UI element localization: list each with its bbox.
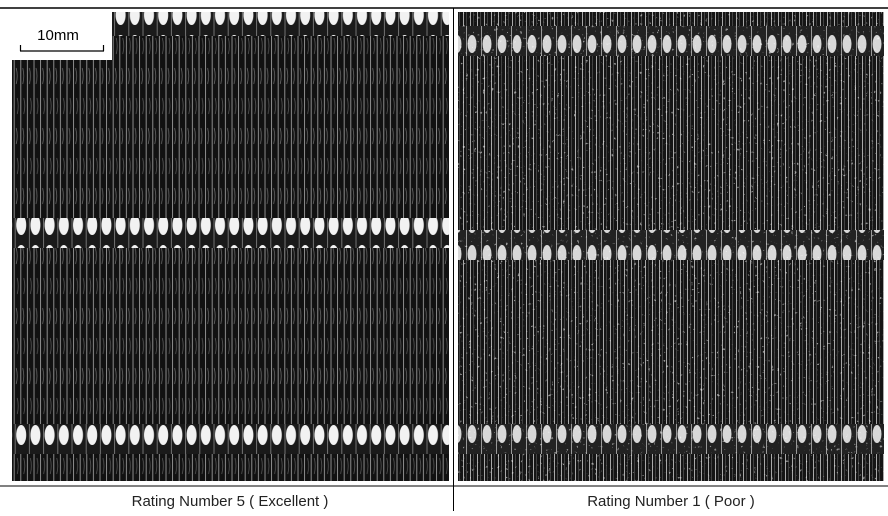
scale-label: 10mm	[37, 27, 79, 44]
scale-bar: 10mm	[12, 12, 112, 60]
photo-excellent	[12, 12, 449, 481]
caption: Rating Number 1 ( Poor )	[587, 493, 755, 510]
caption: Rating Number 5 ( Excellent )	[132, 493, 329, 510]
photo-poor	[458, 12, 884, 481]
